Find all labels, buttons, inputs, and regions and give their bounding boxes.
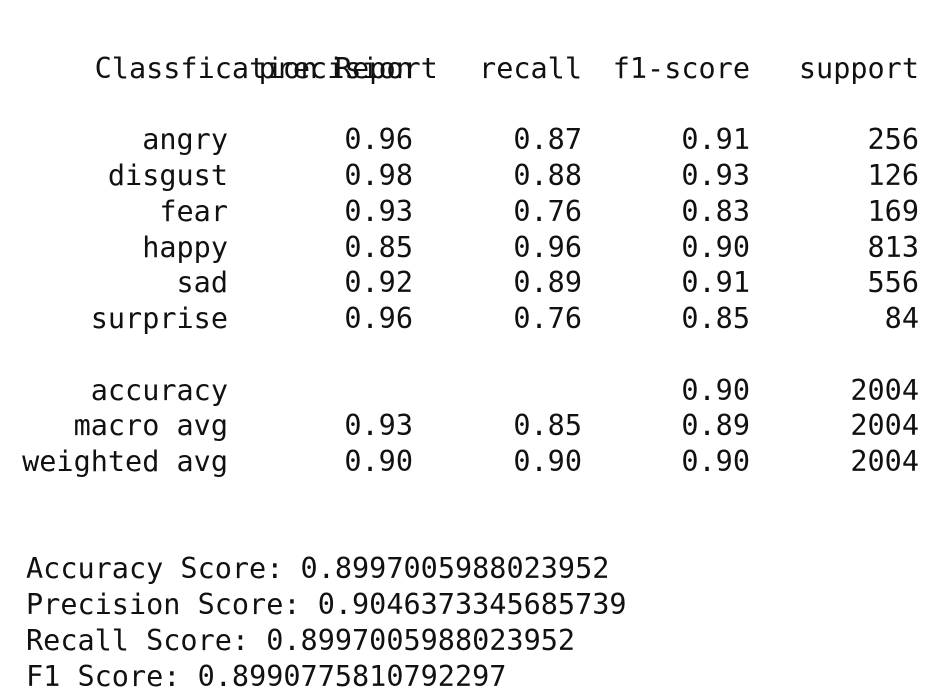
blank-lines bbox=[26, 480, 926, 552]
summary-label: weighted avg bbox=[22, 445, 228, 478]
row-label: surprise bbox=[90, 302, 228, 335]
row-f1-score: 0.91 bbox=[681, 123, 750, 157]
row-precision: 0.85 bbox=[344, 230, 413, 264]
row-recall: 0.87 bbox=[513, 123, 582, 157]
header-f1-score: f1-score bbox=[612, 51, 750, 85]
header-support: support bbox=[798, 51, 919, 85]
summary-support: 2004 bbox=[850, 373, 919, 407]
recall-score-line: Recall Score: 0.8997005988023952 bbox=[26, 623, 926, 659]
table-row: happy 0.85 0.96 0.90 813 bbox=[26, 230, 926, 266]
row-label: fear bbox=[159, 194, 228, 228]
accuracy-score-line: Accuracy Score: 0.8997005988023952 bbox=[26, 551, 926, 587]
row-recall: 0.89 bbox=[513, 266, 582, 300]
console-output: Classfication Report precision recall f1… bbox=[22, 15, 926, 695]
summary-f1-score: 0.89 bbox=[681, 409, 750, 443]
summary-support: 2004 bbox=[850, 445, 919, 478]
header-recall: recall bbox=[479, 51, 582, 85]
row-recall: 0.76 bbox=[513, 302, 582, 335]
row-precision: 0.93 bbox=[344, 194, 413, 228]
summary-label: macro avg bbox=[73, 409, 228, 443]
row-recall: 0.76 bbox=[513, 194, 582, 228]
summary-recall: 0.90 bbox=[513, 445, 582, 478]
row-recall: 0.88 bbox=[513, 159, 582, 192]
summary-f1-score: 0.90 bbox=[681, 373, 750, 407]
summary-row-accuracy: accuracy 0.90 2004 bbox=[26, 373, 926, 409]
f1-score-line: F1 Score: 0.8990775810792297 bbox=[26, 659, 926, 695]
f1-score-value: 0.8990775810792297 bbox=[197, 659, 507, 693]
accuracy-score-value: 0.8997005988023952 bbox=[300, 552, 610, 586]
table-row: disgust 0.98 0.88 0.93 126 bbox=[26, 158, 926, 194]
summary-recall: 0.85 bbox=[513, 409, 582, 443]
precision-score-value: 0.9046373345685739 bbox=[317, 588, 627, 621]
row-label: sad bbox=[176, 266, 228, 300]
summary-precision: 0.90 bbox=[344, 445, 413, 478]
row-f1-score: 0.85 bbox=[681, 302, 750, 335]
f1-score-label: F1 Score: bbox=[26, 659, 198, 693]
row-support: 84 bbox=[884, 302, 919, 335]
precision-score-line: Precision Score: 0.9046373345685739 bbox=[26, 587, 926, 623]
summary-support: 2004 bbox=[850, 409, 919, 443]
row-support: 813 bbox=[867, 230, 919, 264]
row-f1-score: 0.93 bbox=[681, 159, 750, 192]
row-precision: 0.92 bbox=[344, 266, 413, 300]
row-support: 556 bbox=[867, 266, 919, 300]
row-f1-score: 0.91 bbox=[681, 266, 750, 300]
row-label: disgust bbox=[107, 159, 228, 192]
table-row: surprise 0.96 0.76 0.85 84 bbox=[26, 301, 926, 337]
recall-score-label: Recall Score: bbox=[26, 623, 267, 657]
recall-score-value: 0.8997005988023952 bbox=[266, 623, 576, 657]
summary-label: accuracy bbox=[90, 373, 228, 407]
table-row: fear 0.93 0.76 0.83 169 bbox=[26, 194, 926, 230]
accuracy-score-label: Accuracy Score: bbox=[26, 552, 301, 586]
summary-f1-score: 0.90 bbox=[681, 445, 750, 478]
table-row: angry 0.96 0.87 0.91 256 bbox=[26, 122, 926, 158]
table-row: sad 0.92 0.89 0.91 556 bbox=[26, 265, 926, 301]
summary-row-macro-avg: macro avg 0.93 0.85 0.89 2004 bbox=[26, 408, 926, 444]
row-f1-score: 0.83 bbox=[681, 194, 750, 228]
summary-row-weighted-avg: weighted avg 0.90 0.90 0.90 2004 bbox=[22, 444, 926, 480]
row-precision: 0.96 bbox=[344, 123, 413, 157]
row-support: 256 bbox=[867, 123, 919, 157]
report-title-line: Classfication Report bbox=[26, 15, 926, 85]
report-title: Classfication Report bbox=[94, 51, 438, 85]
summary-precision: 0.93 bbox=[344, 409, 413, 443]
header-precision: precision bbox=[258, 51, 413, 85]
row-f1-score: 0.90 bbox=[681, 230, 750, 264]
row-support: 169 bbox=[867, 194, 919, 228]
blank-line bbox=[26, 87, 926, 123]
row-recall: 0.96 bbox=[513, 230, 582, 264]
row-label: angry bbox=[142, 123, 228, 157]
row-precision: 0.98 bbox=[344, 159, 413, 192]
blank-line bbox=[26, 337, 926, 373]
report-header-row: precision recall f1-score support bbox=[26, 51, 926, 87]
precision-score-label: Precision Score: bbox=[26, 588, 318, 621]
row-label: happy bbox=[142, 230, 228, 264]
row-support: 126 bbox=[867, 159, 919, 192]
row-precision: 0.96 bbox=[344, 302, 413, 335]
